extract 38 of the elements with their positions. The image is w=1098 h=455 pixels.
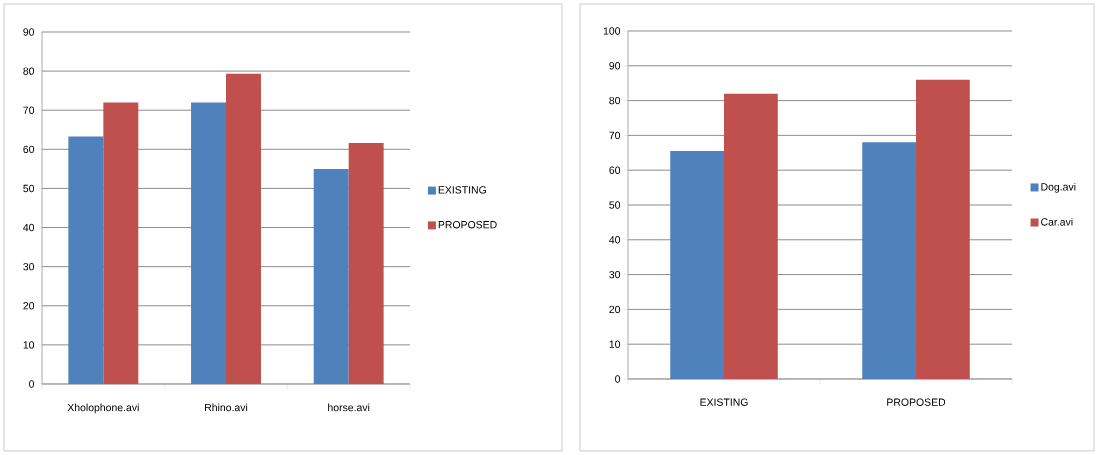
bar — [226, 73, 261, 384]
y-tick-label: 40 — [23, 223, 35, 232]
bar — [670, 151, 725, 379]
y-tick-label: 10 — [609, 340, 621, 348]
legend-label: EXISTING — [438, 186, 486, 194]
y-tick-label: 100 — [603, 27, 621, 35]
bar — [916, 79, 970, 379]
y-tick-label: 60 — [609, 166, 621, 174]
x-tick-label: horse.avi — [328, 403, 370, 412]
y-tick-label: 30 — [609, 270, 621, 279]
bar — [191, 102, 227, 384]
y-tick-label: 90 — [23, 28, 35, 36]
bar — [348, 143, 384, 384]
y-tick-label: 0 — [29, 380, 35, 388]
y-tick-label: 90 — [609, 62, 621, 70]
y-tick-label: 20 — [609, 305, 621, 314]
x-tick-label: Rhino.avi — [205, 403, 248, 412]
y-tick-label: 60 — [23, 145, 35, 154]
bar — [313, 168, 349, 384]
y-tick-label: 0 — [615, 375, 621, 383]
y-tick-label: 20 — [23, 302, 35, 310]
bar — [724, 93, 778, 379]
y-tick-label: 30 — [23, 262, 35, 271]
bar — [68, 136, 104, 384]
bar — [103, 102, 139, 384]
legend-label: Car.avi — [1041, 217, 1073, 226]
x-tick-label: Xholophone.avi — [67, 403, 139, 414]
y-tick-label: 70 — [23, 106, 35, 114]
legend-label: Dog.avi — [1041, 182, 1076, 193]
y-tick-label: 40 — [609, 236, 621, 244]
y-tick-label: 70 — [609, 131, 621, 140]
bar — [862, 142, 917, 379]
y-tick-label: 80 — [23, 67, 35, 75]
y-tick-label: 80 — [609, 96, 621, 105]
y-tick-label: 10 — [23, 341, 35, 349]
y-tick-label: 50 — [609, 201, 621, 209]
legend-label: PROPOSED — [438, 220, 497, 229]
y-tick-label: 50 — [23, 184, 35, 193]
